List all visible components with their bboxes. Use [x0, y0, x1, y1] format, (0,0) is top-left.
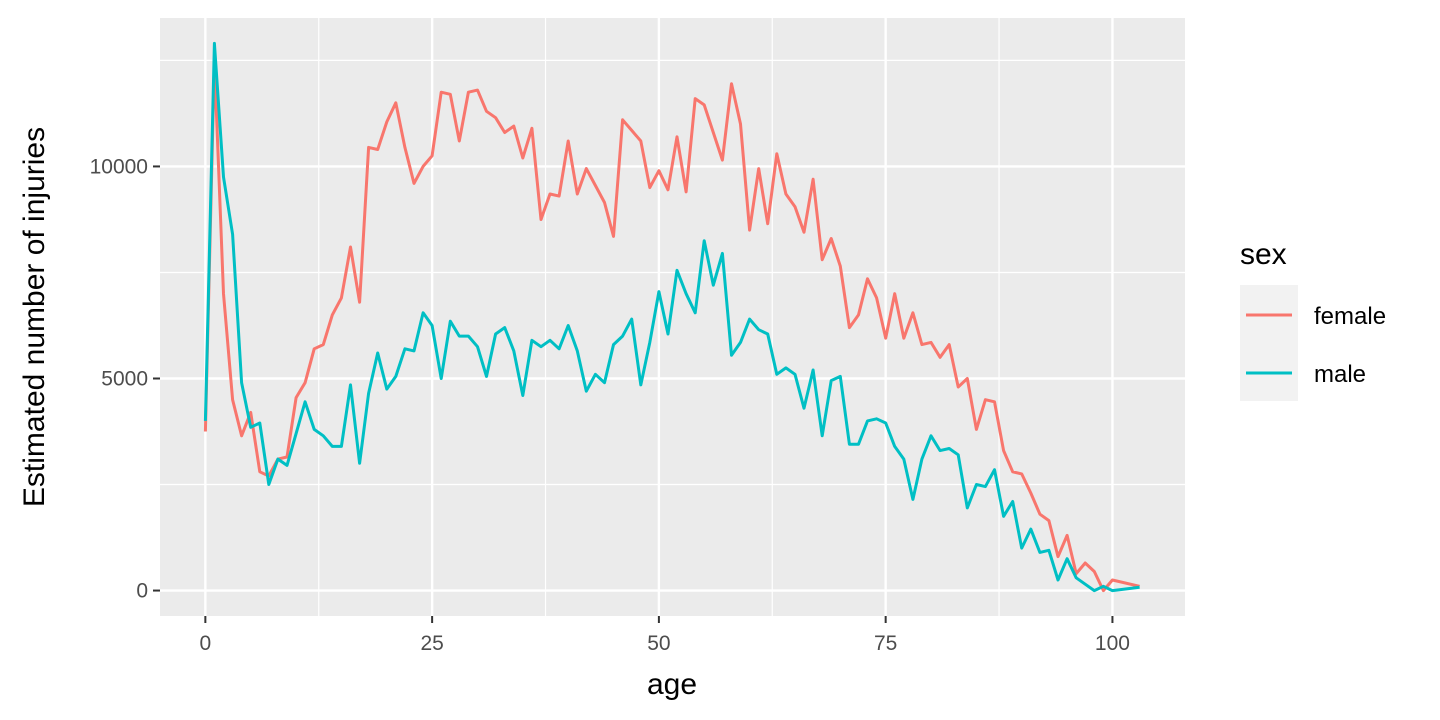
series-line-male — [203, 41, 1140, 593]
x-axis: 0 25 50 75 100 — [200, 616, 1130, 655]
x-tick-label: 50 — [647, 632, 670, 655]
x-axis-title: age — [647, 668, 697, 701]
y-tick-label: 0 — [136, 580, 148, 603]
y-tick-label: 5000 — [101, 367, 148, 390]
y-tick-label: 10000 — [90, 155, 148, 178]
legend-title: sex — [1240, 238, 1287, 271]
y-axis: 0 5000 10000 — [90, 155, 160, 603]
legend-key-background — [1240, 285, 1298, 401]
series-line-female — [203, 58, 1140, 593]
x-tick-label: 25 — [420, 632, 443, 655]
legend: sex female male — [1240, 238, 1386, 401]
x-tick-label: 0 — [200, 632, 212, 655]
legend-label-female: female — [1314, 303, 1386, 330]
x-tick-label: 100 — [1095, 632, 1130, 655]
plot-panel — [160, 18, 1185, 616]
series-lines — [203, 41, 1140, 593]
legend-label-male: male — [1314, 361, 1366, 388]
y-axis-title: Estimated number of injuries — [18, 127, 51, 507]
grid-lines — [160, 18, 1185, 616]
x-tick-label: 75 — [874, 632, 897, 655]
